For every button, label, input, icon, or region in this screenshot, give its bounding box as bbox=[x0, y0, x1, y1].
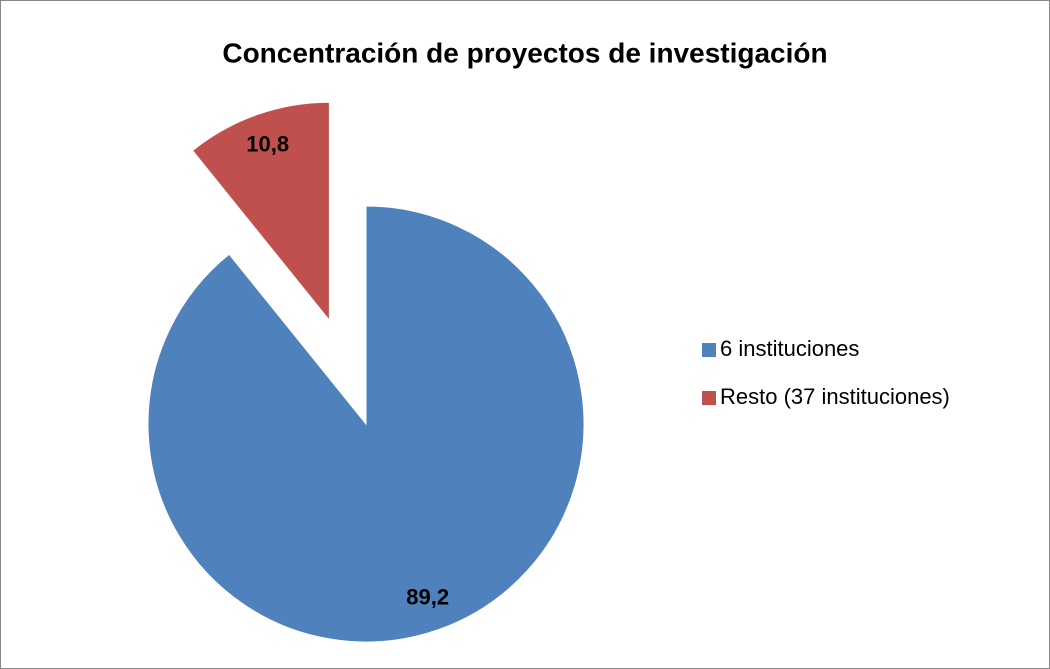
pie-slice bbox=[147, 205, 585, 643]
legend-swatch bbox=[702, 391, 716, 405]
data-label: 10,8 bbox=[246, 131, 289, 156]
legend-swatch bbox=[702, 343, 716, 357]
data-label: 89,2 bbox=[406, 585, 449, 610]
pie-slice bbox=[191, 101, 330, 322]
legend-label: 6 instituciones bbox=[720, 336, 859, 361]
chart-title: Concentración de proyectos de investigac… bbox=[222, 37, 827, 68]
legend-label: Resto (37 instituciones) bbox=[720, 384, 950, 409]
